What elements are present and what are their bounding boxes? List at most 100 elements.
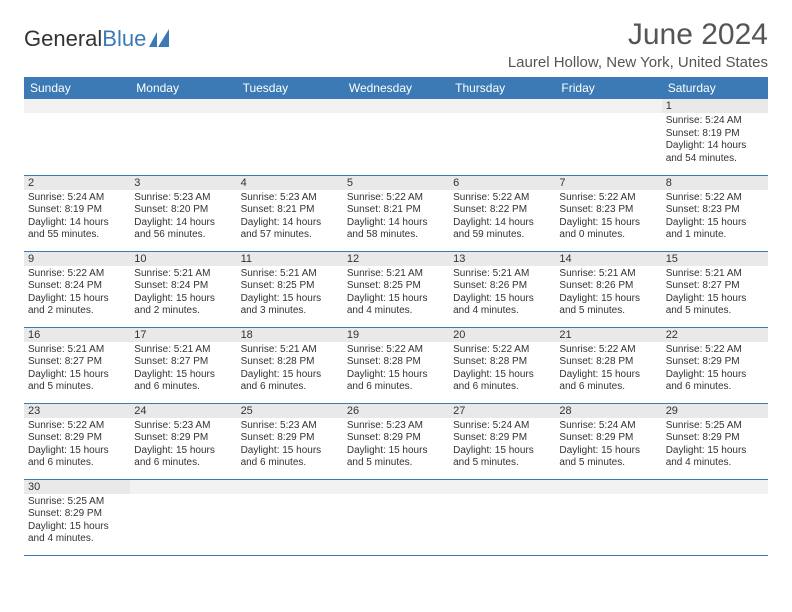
day-details: Sunrise: 5:23 AMSunset: 8:20 PMDaylight:… — [130, 190, 236, 245]
day-number: 16 — [24, 328, 130, 342]
sunrise-text: Sunrise: 5:24 AM — [453, 420, 551, 433]
day-number: 11 — [237, 252, 343, 266]
weekday-header: Friday — [555, 77, 661, 99]
daylight-text: Daylight: 14 hours and 54 minutes. — [666, 140, 764, 165]
daylight-text: Daylight: 15 hours and 6 minutes. — [28, 445, 126, 470]
calendar-cell: 10Sunrise: 5:21 AMSunset: 8:24 PMDayligh… — [130, 251, 236, 327]
calendar-cell — [555, 99, 661, 175]
sunset-text: Sunset: 8:29 PM — [453, 432, 551, 445]
day-number: 20 — [449, 328, 555, 342]
calendar-cell: 3Sunrise: 5:23 AMSunset: 8:20 PMDaylight… — [130, 175, 236, 251]
calendar-cell — [24, 99, 130, 175]
calendar-cell: 14Sunrise: 5:21 AMSunset: 8:26 PMDayligh… — [555, 251, 661, 327]
day-number: 7 — [555, 176, 661, 190]
day-details: Sunrise: 5:21 AMSunset: 8:25 PMDaylight:… — [237, 266, 343, 321]
weekday-header: Sunday — [24, 77, 130, 99]
brand-part1: General — [24, 26, 102, 52]
daylight-text: Daylight: 15 hours and 6 minutes. — [559, 369, 657, 394]
sunrise-text: Sunrise: 5:22 AM — [559, 192, 657, 205]
day-details: Sunrise: 5:22 AMSunset: 8:29 PMDaylight:… — [662, 342, 768, 397]
day-number: 1 — [662, 99, 768, 113]
day-details: Sunrise: 5:21 AMSunset: 8:24 PMDaylight:… — [130, 266, 236, 321]
header: GeneralBlue June 2024 Laurel Hollow, New… — [24, 18, 768, 71]
day-number — [237, 99, 343, 113]
sunset-text: Sunset: 8:24 PM — [134, 280, 232, 293]
sunrise-text: Sunrise: 5:22 AM — [666, 192, 764, 205]
brand-logo: GeneralBlue — [24, 26, 175, 52]
calendar-cell: 6Sunrise: 5:22 AMSunset: 8:22 PMDaylight… — [449, 175, 555, 251]
sunset-text: Sunset: 8:20 PM — [134, 204, 232, 217]
calendar-row: 16 Sunrise: 5:21 AM Sunset: 8:27 PM Dayligh… — [24, 327, 768, 403]
daylight-text: Daylight: 15 hours and 5 minutes. — [559, 445, 657, 470]
calendar-cell: 27Sunrise: 5:24 AMSunset: 8:29 PMDayligh… — [449, 403, 555, 479]
day-details: Sunrise: 5:24 AMSunset: 8:19 PMDaylight:… — [24, 190, 130, 245]
daylight-text: Daylight: 15 hours and 6 minutes. — [453, 369, 551, 394]
day-number — [449, 480, 555, 494]
day-details: Sunrise: 5:22 AMSunset: 8:23 PMDaylight:… — [662, 190, 768, 245]
calendar-cell — [343, 99, 449, 175]
daylight-text: Daylight: 15 hours and 5 minutes. — [559, 293, 657, 318]
day-number: 19 — [343, 328, 449, 342]
sunrise-text: Sunrise: 5:23 AM — [134, 420, 232, 433]
day-number: 24 — [130, 404, 236, 418]
sunset-text: Sunset: 8:29 PM — [28, 432, 126, 445]
day-number — [130, 480, 236, 494]
sunset-text: Sunset: 8:29 PM — [666, 432, 764, 445]
sunrise-text: Sunrise: 5:21 AM — [241, 344, 339, 357]
day-number: 14 — [555, 252, 661, 266]
sunset-text: Sunset: 8:19 PM — [666, 128, 764, 141]
sunrise-text: Sunrise: 5:21 AM — [666, 268, 764, 281]
sunrise-text: Sunrise: 5:22 AM — [28, 420, 126, 433]
calendar-cell: 16Sunrise: 5:21 AMSunset: 8:27 PMDayligh… — [24, 327, 130, 403]
sunset-text: Sunset: 8:27 PM — [28, 356, 126, 369]
day-number: 25 — [237, 404, 343, 418]
day-details: Sunrise: 5:22 AMSunset: 8:23 PMDaylight:… — [555, 190, 661, 245]
calendar-cell: 26Sunrise: 5:23 AMSunset: 8:29 PMDayligh… — [343, 403, 449, 479]
sunset-text: Sunset: 8:29 PM — [241, 432, 339, 445]
daylight-text: Daylight: 15 hours and 6 minutes. — [347, 369, 445, 394]
day-number: 5 — [343, 176, 449, 190]
calendar-cell — [555, 479, 661, 555]
sunrise-text: Sunrise: 5:22 AM — [347, 192, 445, 205]
sunrise-text: Sunrise: 5:21 AM — [347, 268, 445, 281]
sunrise-text: Sunrise: 5:21 AM — [453, 268, 551, 281]
sunrise-text: Sunrise: 5:23 AM — [134, 192, 232, 205]
daylight-text: Daylight: 14 hours and 55 minutes. — [28, 217, 126, 242]
sunrise-text: Sunrise: 5:21 AM — [134, 268, 232, 281]
calendar-body: 1Sunrise: 5:24 AMSunset: 8:19 PMDaylight… — [24, 99, 768, 555]
weekday-header: Saturday — [662, 77, 768, 99]
day-number: 18 — [237, 328, 343, 342]
day-number: 30 — [24, 480, 130, 494]
sunset-text: Sunset: 8:29 PM — [28, 508, 126, 521]
day-details: Sunrise: 5:22 AMSunset: 8:28 PMDaylight:… — [555, 342, 661, 397]
day-number: 15 — [662, 252, 768, 266]
day-number — [449, 99, 555, 113]
calendar-cell: 1Sunrise: 5:24 AMSunset: 8:19 PMDaylight… — [662, 99, 768, 175]
calendar-row: 2Sunrise: 5:24 AMSunset: 8:19 PMDaylight… — [24, 175, 768, 251]
day-details: Sunrise: 5:22 AMSunset: 8:29 PMDaylight:… — [24, 418, 130, 473]
day-details: Sunrise: 5:24 AMSunset: 8:29 PMDaylight:… — [449, 418, 555, 473]
sunset-text: Sunset: 8:29 PM — [347, 432, 445, 445]
daylight-text: Daylight: 15 hours and 4 minutes. — [28, 521, 126, 546]
calendar-cell: 18Sunrise: 5:21 AMSunset: 8:28 PMDayligh… — [237, 327, 343, 403]
sunset-text: Sunset: 8:25 PM — [347, 280, 445, 293]
daylight-text: Daylight: 15 hours and 6 minutes. — [241, 445, 339, 470]
daylight-text: Daylight: 15 hours and 5 minutes. — [666, 293, 764, 318]
location: Laurel Hollow, New York, United States — [508, 54, 768, 71]
calendar-row: 1Sunrise: 5:24 AMSunset: 8:19 PMDaylight… — [24, 99, 768, 175]
day-number: 13 — [449, 252, 555, 266]
daylight-text: Daylight: 14 hours and 58 minutes. — [347, 217, 445, 242]
day-details: Sunrise: 5:21 AMSunset: 8:28 PMDaylight:… — [237, 342, 343, 397]
day-number — [130, 99, 236, 113]
calendar-cell — [449, 479, 555, 555]
day-details: Sunrise: 5:22 AMSunset: 8:28 PMDaylight:… — [343, 342, 449, 397]
calendar-cell: 17Sunrise: 5:21 AMSunset: 8:27 PMDayligh… — [130, 327, 236, 403]
day-details: Sunrise: 5:22 AMSunset: 8:28 PMDaylight:… — [449, 342, 555, 397]
day-number: 29 — [662, 404, 768, 418]
calendar-cell: 4Sunrise: 5:23 AMSunset: 8:21 PMDaylight… — [237, 175, 343, 251]
daylight-text: Daylight: 15 hours and 3 minutes. — [241, 293, 339, 318]
calendar-cell: 2Sunrise: 5:24 AMSunset: 8:19 PMDaylight… — [24, 175, 130, 251]
daylight-text: Daylight: 15 hours and 0 minutes. — [559, 217, 657, 242]
daylight-text: Daylight: 15 hours and 6 minutes. — [134, 445, 232, 470]
sunset-text: Sunset: 8:25 PM — [241, 280, 339, 293]
